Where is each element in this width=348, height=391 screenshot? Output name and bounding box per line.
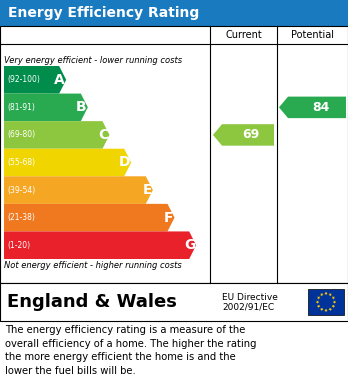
Text: (21-38): (21-38) <box>7 213 35 222</box>
Text: A: A <box>54 73 65 87</box>
Text: (39-54): (39-54) <box>7 186 35 195</box>
Text: 69: 69 <box>243 128 260 142</box>
Text: Current: Current <box>225 30 262 40</box>
Polygon shape <box>4 93 88 121</box>
Polygon shape <box>320 308 323 311</box>
Text: (92-100): (92-100) <box>7 75 40 84</box>
Text: E: E <box>142 183 152 197</box>
Polygon shape <box>329 293 332 296</box>
Text: England & Wales: England & Wales <box>7 293 177 311</box>
Text: C: C <box>98 128 109 142</box>
Polygon shape <box>324 292 328 295</box>
Bar <box>0 26 348 283</box>
Polygon shape <box>332 296 335 300</box>
Text: The energy efficiency rating is a measure of the
overall efficiency of a home. T: The energy efficiency rating is a measur… <box>5 325 256 376</box>
Polygon shape <box>333 301 336 304</box>
Polygon shape <box>320 293 323 296</box>
Text: B: B <box>76 100 87 114</box>
Bar <box>308 289 344 315</box>
Polygon shape <box>279 97 346 118</box>
Text: (1-20): (1-20) <box>7 241 30 250</box>
Polygon shape <box>4 176 153 204</box>
Text: Potential: Potential <box>291 30 334 40</box>
Text: G: G <box>184 238 195 252</box>
Polygon shape <box>332 305 335 308</box>
Text: D: D <box>119 156 130 170</box>
Text: (81-91): (81-91) <box>7 103 35 112</box>
Text: 2002/91/EC: 2002/91/EC <box>222 303 274 312</box>
Text: Very energy efficient - lower running costs: Very energy efficient - lower running co… <box>4 56 182 65</box>
Text: F: F <box>164 211 174 225</box>
Polygon shape <box>329 308 332 311</box>
Polygon shape <box>213 124 274 146</box>
Text: (69-80): (69-80) <box>7 131 35 140</box>
Polygon shape <box>4 121 110 149</box>
Polygon shape <box>4 149 131 176</box>
Polygon shape <box>4 204 174 231</box>
Text: 84: 84 <box>312 101 330 114</box>
Bar <box>0 283 348 321</box>
Text: (55-68): (55-68) <box>7 158 35 167</box>
Bar <box>0 0 348 26</box>
Polygon shape <box>317 305 321 308</box>
Polygon shape <box>4 231 196 259</box>
Text: Energy Efficiency Rating: Energy Efficiency Rating <box>8 6 199 20</box>
Text: EU Directive: EU Directive <box>222 294 278 303</box>
Polygon shape <box>4 66 66 93</box>
Polygon shape <box>324 309 328 312</box>
Polygon shape <box>317 296 321 300</box>
Text: Not energy efficient - higher running costs: Not energy efficient - higher running co… <box>4 261 182 270</box>
Polygon shape <box>316 301 319 304</box>
